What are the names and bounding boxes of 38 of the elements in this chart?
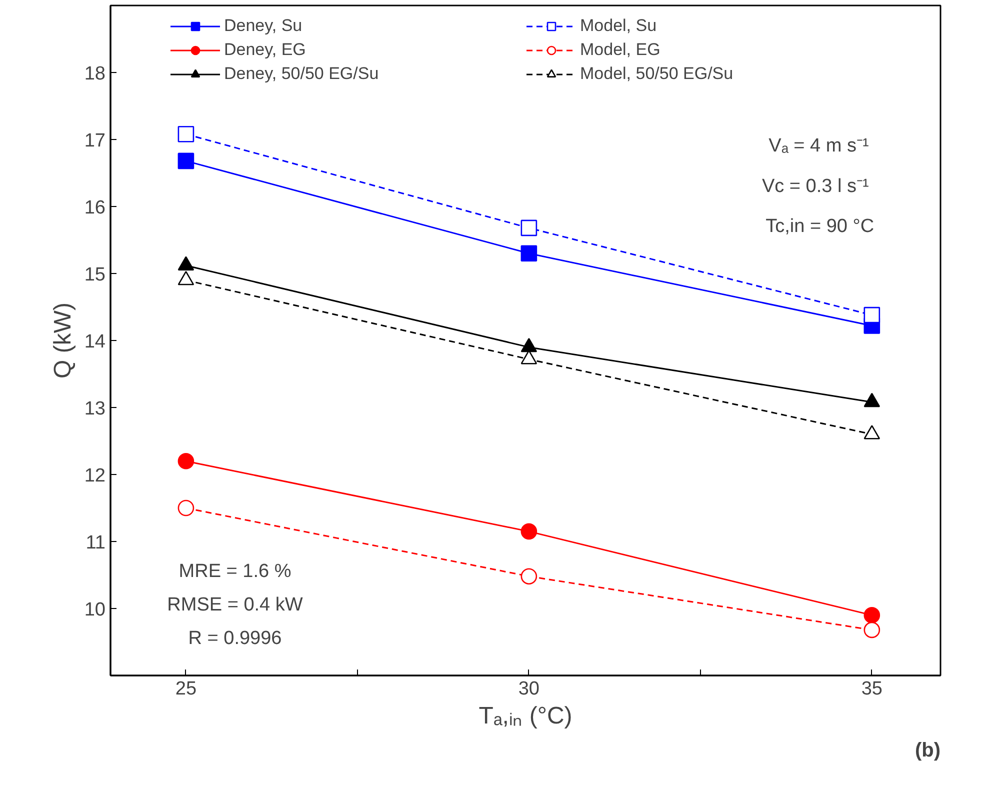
annotation: Tc,in = 90 °C (766, 216, 874, 238)
point (520, 568, 538, 584)
y-tick-label: 14 (84, 332, 106, 352)
legend-label: Deney, EG (224, 39, 307, 61)
point (864, 306, 880, 324)
x-tick-label: 30 (518, 678, 540, 700)
annotation: MRE = 1.6 % (178, 561, 292, 582)
point (864, 622, 880, 638)
y-tick-label: 10 (84, 600, 106, 620)
legend-label: Model, EG (580, 39, 662, 61)
annotation: Vc = 0.3 l s⁻¹ (762, 176, 869, 197)
x-tick-label: 35 (861, 678, 882, 700)
x-tick-label: 25 (175, 678, 197, 700)
annotation: RMSE = 0.4 kW (167, 594, 303, 616)
point (864, 607, 880, 624)
y-tick-label: 17 (84, 130, 106, 152)
point (520, 523, 538, 540)
y-tick-label: 12 (84, 466, 106, 486)
y-axis-title: Q (kW) (49, 302, 76, 378)
point (178, 126, 194, 142)
y-tick-label: 13 (84, 398, 106, 420)
legend-label: Deney, Su (224, 15, 304, 37)
annotation: R = 0.9996 (188, 628, 282, 650)
text: (b) (914, 740, 941, 762)
point (178, 152, 194, 170)
annotation: Vₐ = 4 m s⁻¹ (768, 136, 869, 157)
y-tick-label: 11 (86, 532, 106, 554)
point (520, 245, 538, 262)
y-tick-label: 18 (84, 64, 106, 84)
legend-label: Deney, 50/50 EG/Su (224, 63, 380, 85)
point (178, 452, 194, 470)
y-tick-label: 15 (84, 264, 106, 286)
legend-label: Model, 50/50 EG/Su (580, 63, 734, 85)
legend-label: Model, Su (580, 15, 658, 37)
point (178, 500, 194, 516)
point (520, 220, 538, 236)
y-tick-label: 16 (84, 198, 106, 218)
x-axis-title: Tₐ,ᵢₙ (°C) (478, 702, 572, 730)
